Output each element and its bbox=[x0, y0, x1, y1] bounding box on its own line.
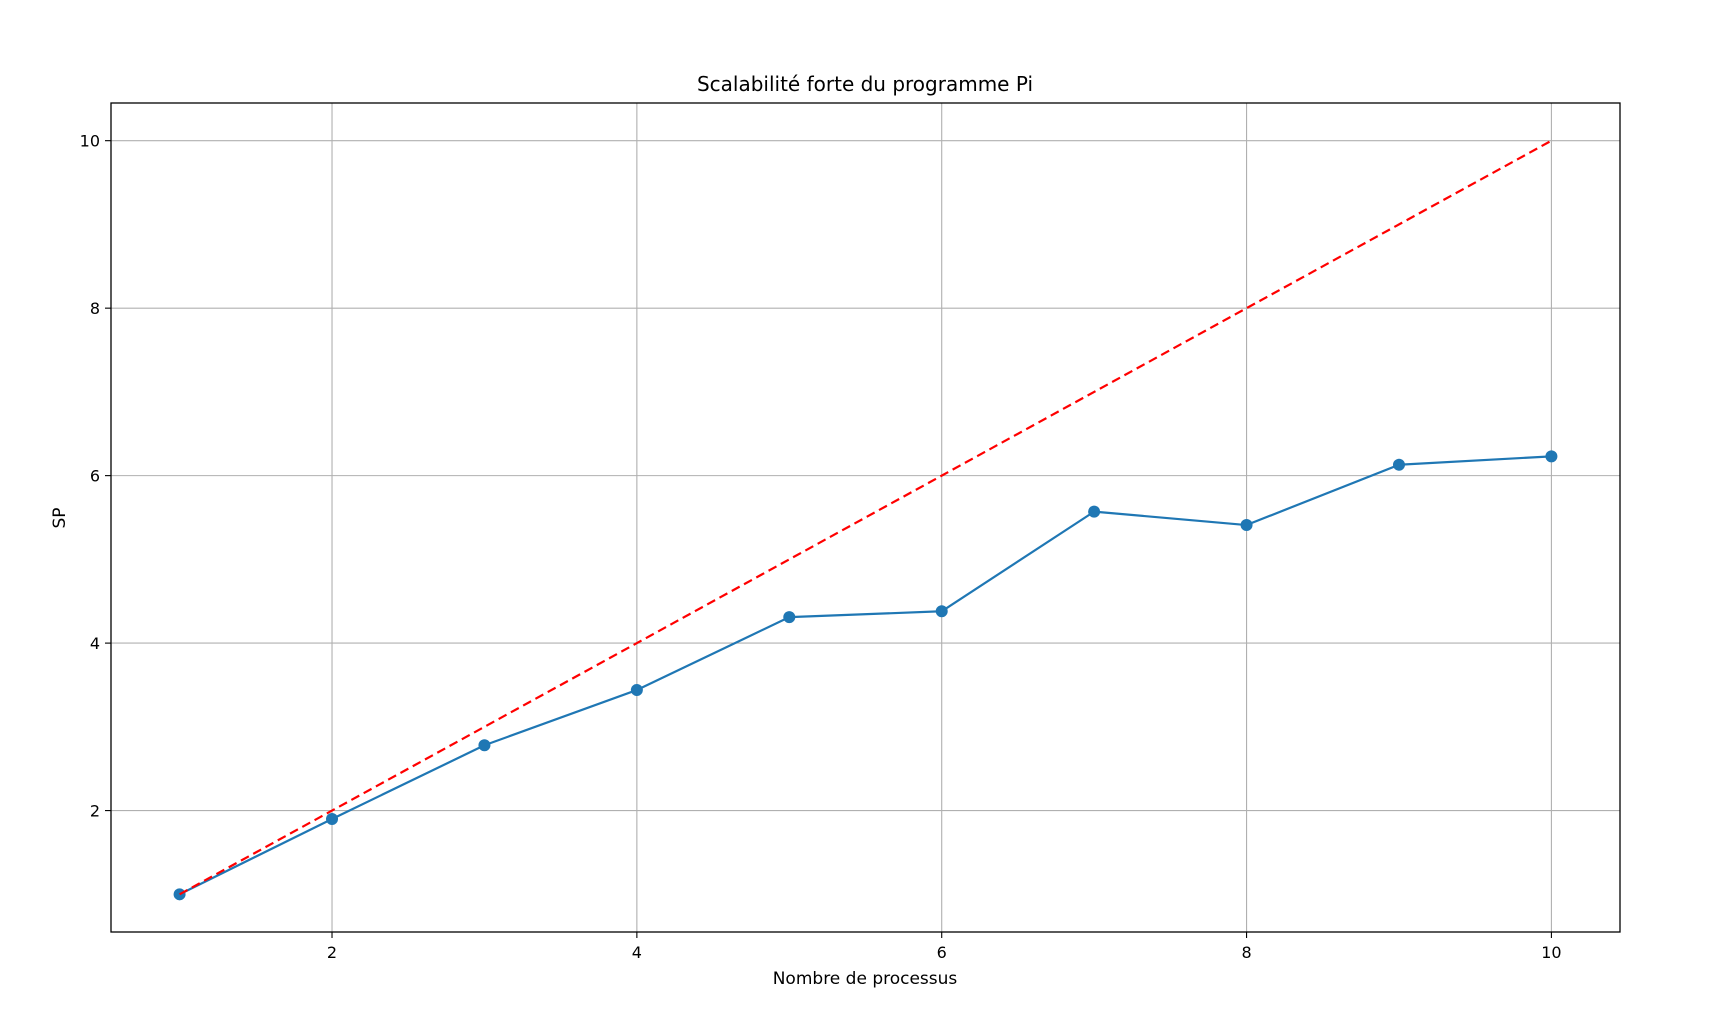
data-point bbox=[478, 739, 491, 752]
chart-title: Scalabilité forte du programme Pi bbox=[697, 72, 1033, 96]
y-axis-label: SP bbox=[50, 507, 70, 528]
data-point bbox=[1088, 505, 1101, 518]
y-tick-label: 4 bbox=[90, 634, 100, 653]
y-tick-label: 2 bbox=[90, 802, 100, 821]
series-line-1 bbox=[179, 455, 1552, 896]
x-tick-label: 10 bbox=[1541, 943, 1561, 962]
x-axis-label: Nombre de processus bbox=[773, 969, 958, 989]
x-tick-label: 6 bbox=[937, 943, 947, 962]
plot-frame bbox=[110, 102, 1621, 933]
data-point bbox=[783, 611, 796, 624]
series-line-2 bbox=[179, 139, 1552, 896]
x-tick-label: 2 bbox=[327, 943, 337, 962]
data-point bbox=[326, 812, 339, 825]
ticks: 2 4 6 8 10 2 4 6 8 10 bbox=[80, 132, 1562, 962]
data-point bbox=[630, 683, 643, 696]
data-point bbox=[935, 605, 948, 618]
grid bbox=[111, 103, 1620, 932]
data-point bbox=[1545, 450, 1558, 463]
data-point bbox=[1392, 458, 1405, 471]
y-tick-label: 6 bbox=[90, 467, 100, 486]
x-tick-label: 4 bbox=[632, 943, 642, 962]
data-point bbox=[1240, 519, 1253, 532]
series-layer bbox=[173, 139, 1558, 901]
y-tick-label: 10 bbox=[80, 132, 100, 151]
y-tick-label: 8 bbox=[90, 299, 100, 318]
x-tick-label: 8 bbox=[1241, 943, 1251, 962]
